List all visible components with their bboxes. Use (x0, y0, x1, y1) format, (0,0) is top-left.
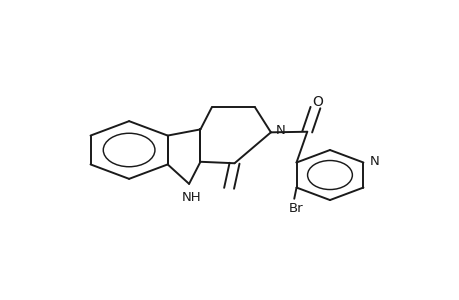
Text: NH: NH (181, 190, 201, 204)
Text: O: O (312, 95, 322, 109)
Text: N: N (369, 154, 379, 167)
Text: Br: Br (289, 202, 303, 215)
Text: N: N (275, 124, 285, 137)
